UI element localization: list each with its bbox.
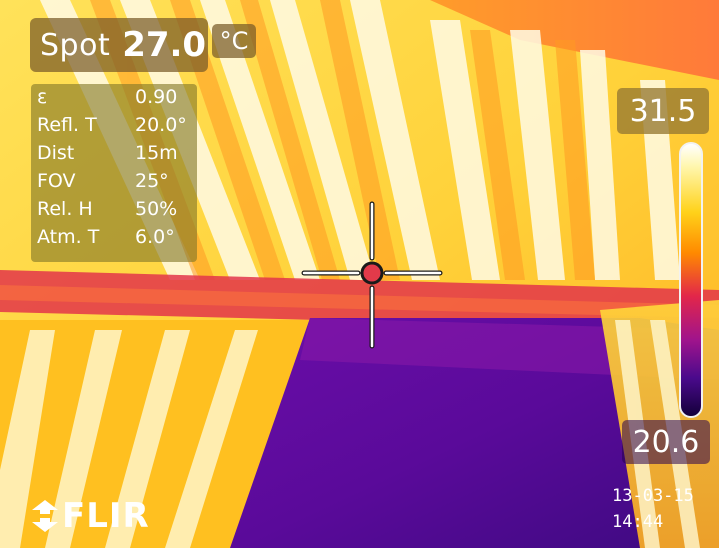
spot-label: Spot: [40, 27, 111, 63]
param-value: 15m: [135, 142, 178, 164]
param-name: FOV: [37, 170, 76, 192]
brand-logo: FLIR: [32, 496, 162, 536]
brand-name: FLIR: [62, 496, 150, 536]
scale-max-temp: 31.5: [617, 88, 709, 134]
measurement-parameters: ε 0.90 Refl. T 20.0° Dist 15m FOV 25° Re…: [31, 84, 197, 262]
capture-time: 14:44: [612, 512, 664, 532]
param-name: Dist: [37, 142, 75, 164]
spot-measurement: Spot 27.0: [30, 18, 208, 72]
param-atmospheric-temp: Atm. T 6.0°: [37, 226, 197, 250]
temperature-colorbar: [679, 142, 703, 418]
flir-logo-icon: [32, 500, 58, 532]
param-fov: FOV 25°: [37, 170, 197, 194]
spot-crosshair-icon: [301, 201, 443, 349]
scale-min-temp: 20.6: [622, 420, 710, 464]
capture-date: 13-03-15: [612, 486, 694, 506]
param-name: Rel. H: [37, 198, 93, 220]
param-emissivity: ε 0.90: [37, 86, 197, 110]
param-name: Atm. T: [37, 226, 100, 248]
param-value: 20.0°: [135, 114, 187, 136]
param-name: ε: [37, 86, 48, 108]
spot-value: 27.0: [122, 25, 207, 65]
param-name: Refl. T: [37, 114, 97, 136]
param-distance: Dist 15m: [37, 142, 197, 166]
param-value: 25°: [135, 170, 169, 192]
param-reflected-temp: Refl. T 20.0°: [37, 114, 197, 138]
temperature-unit: °C: [212, 24, 256, 58]
param-value: 0.90: [135, 86, 178, 108]
param-value: 6.0°: [135, 226, 175, 248]
param-value: 50%: [135, 198, 178, 220]
param-relative-humidity: Rel. H 50%: [37, 198, 197, 222]
